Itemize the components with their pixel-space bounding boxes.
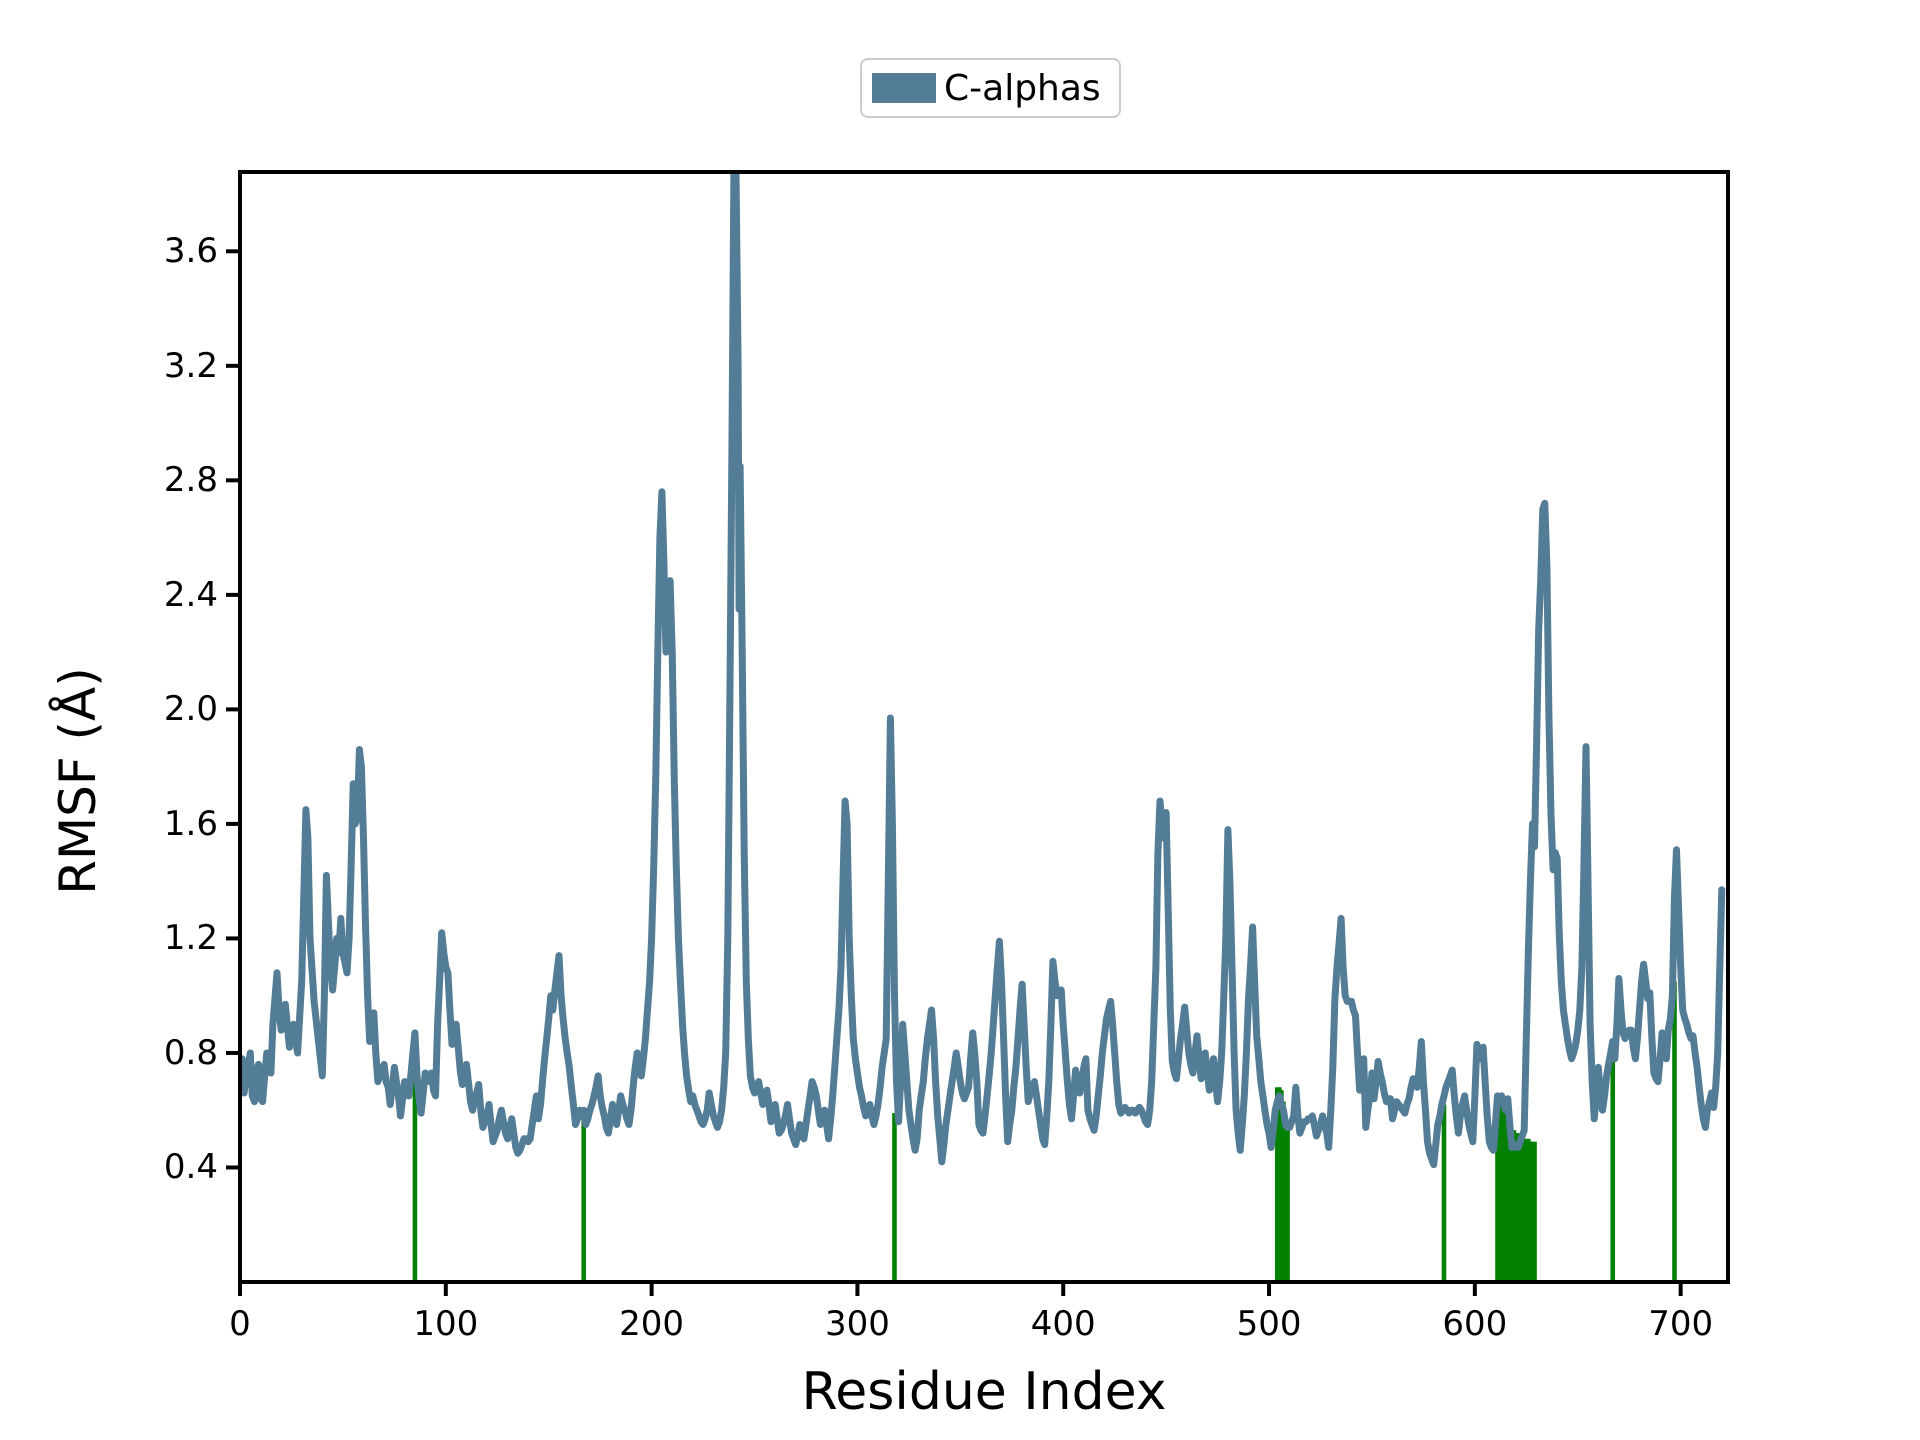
x-tick-label: 300 [824,1304,890,1344]
highlighted-residue-bar [1513,1133,1519,1282]
legend-color-swatch [872,73,936,103]
highlighted-residue-bar [1610,1041,1616,1282]
y-tick-label: 3.2 [163,345,218,386]
y-tick-label: 1.6 [163,803,218,844]
x-tick-label: 100 [413,1304,479,1344]
x-tick-label: 500 [1236,1304,1302,1344]
x-axis-label: Residue Index [801,1362,1167,1422]
axes-box [238,170,1730,1284]
x-tick-label: 600 [1442,1304,1508,1344]
y-tick-label: 2.0 [163,689,218,730]
y-tick-label: 1.2 [163,918,218,959]
rmsf-line [240,172,1726,1169]
legend: C-alphas [860,58,1121,118]
highlighted-residue-bar [1532,1141,1537,1282]
legend-label: C-alphas [944,67,1101,109]
x-tick-label: 400 [1030,1304,1096,1344]
y-tick-label: 0.8 [163,1032,218,1073]
y-axis-label: RMSF (Å) [49,667,107,895]
y-tick-label: 2.4 [163,574,218,615]
highlighted-residue-bar [892,1113,897,1282]
highlighted-residue-bar [1285,1124,1290,1282]
y-tick-label: 0.4 [163,1147,218,1188]
highlighted-residue-bar [581,1110,587,1282]
x-tick-label: 200 [619,1304,685,1344]
highlighted-residue-bar [412,1030,418,1282]
highlighted-residue-bar [1441,1104,1447,1282]
y-tick-label: 2.8 [163,460,218,501]
x-tick-label: 700 [1648,1304,1714,1344]
y-tick-label: 3.6 [163,231,218,272]
x-tick-label: 0 [229,1304,251,1344]
highlighted-residue-bar [1672,981,1677,1282]
